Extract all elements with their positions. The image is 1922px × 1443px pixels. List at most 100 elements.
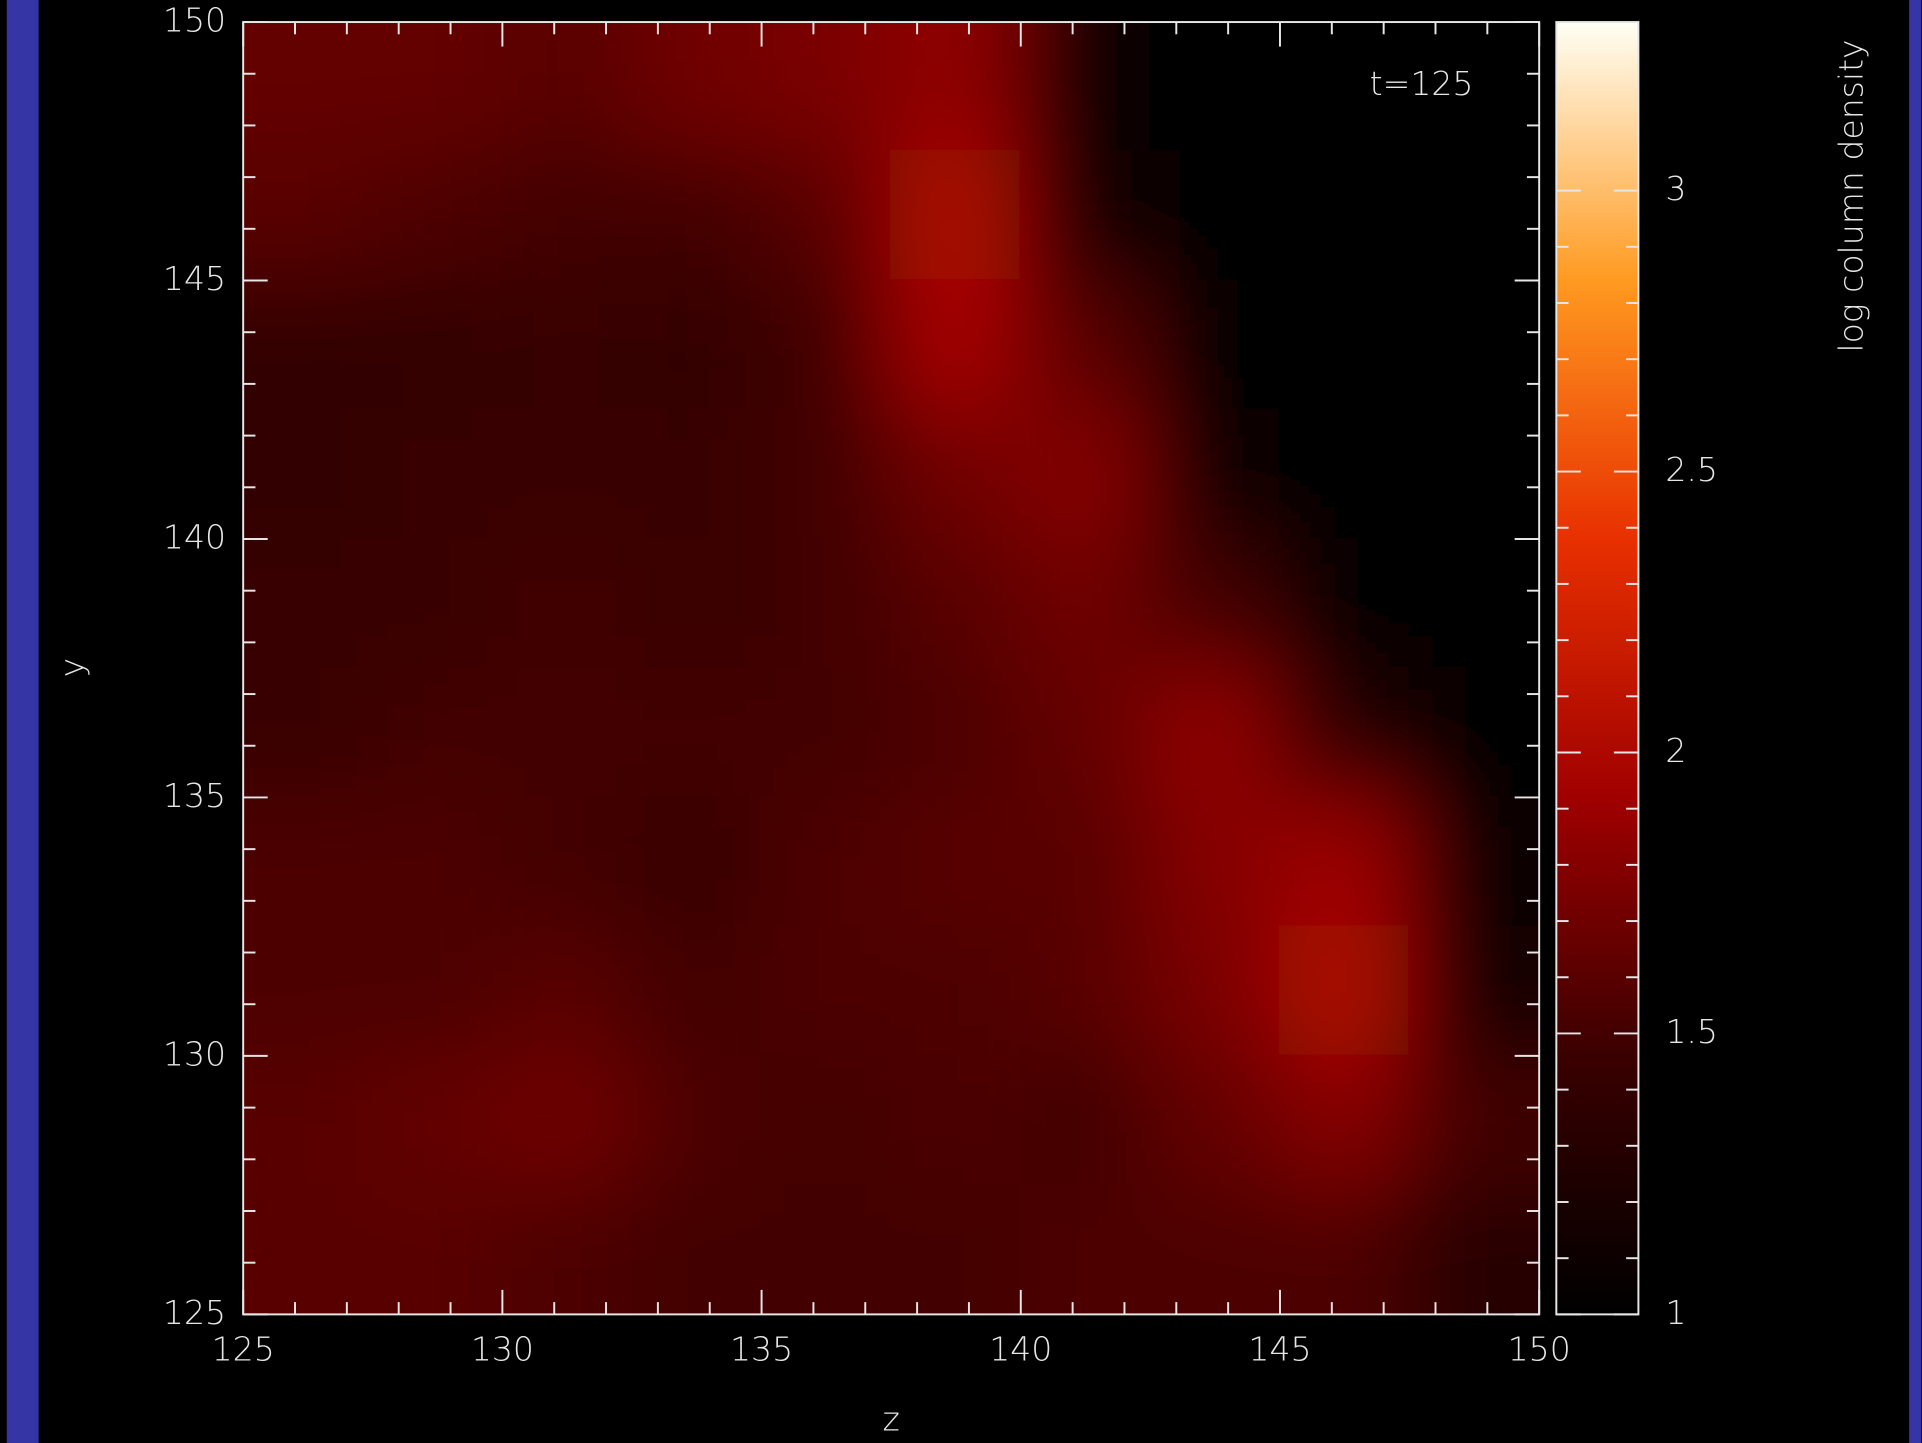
heat-cell bbox=[1408, 1183, 1540, 1315]
x-tick-label: 150 bbox=[1508, 1330, 1571, 1369]
colorbar-frame bbox=[1555, 21, 1640, 1316]
heat-cell bbox=[1278, 408, 1411, 541]
heat-cell bbox=[760, 408, 893, 541]
heat-cell bbox=[1149, 666, 1282, 799]
heat-cell bbox=[501, 796, 634, 928]
right-border bbox=[1909, 0, 1922, 1443]
heat-cell bbox=[760, 537, 893, 670]
heat-cell bbox=[1149, 796, 1282, 928]
heat-cell bbox=[501, 22, 634, 153]
heat-cell bbox=[1278, 925, 1411, 1058]
plot-frame bbox=[242, 21, 1541, 1316]
heat-cell bbox=[243, 408, 375, 541]
heatmap bbox=[243, 22, 1540, 1315]
colorbar bbox=[1556, 22, 1639, 1315]
heat-cell bbox=[371, 537, 504, 670]
heat-cell bbox=[1019, 1183, 1152, 1315]
x-axis-label: z bbox=[882, 1399, 899, 1438]
heat-cell bbox=[243, 666, 375, 799]
heat-cell bbox=[1408, 666, 1540, 799]
heat-cell bbox=[889, 1183, 1023, 1315]
colorbar-tick-label: 1.5 bbox=[1665, 1012, 1718, 1051]
heat-cell bbox=[889, 150, 1023, 282]
colorbar-tick-label: 2 bbox=[1665, 731, 1686, 770]
heat-cell bbox=[1019, 796, 1152, 928]
heat-cell bbox=[1149, 150, 1282, 282]
heat-cell bbox=[1019, 279, 1152, 411]
y-axis-label: y bbox=[53, 658, 92, 678]
heat-cell bbox=[501, 279, 634, 411]
heat-cell bbox=[1149, 925, 1282, 1058]
heat-cell bbox=[501, 150, 634, 282]
heat-cell bbox=[630, 150, 763, 282]
heat-cell bbox=[760, 666, 893, 799]
heat-cell bbox=[630, 666, 763, 799]
heat-cell bbox=[1408, 22, 1540, 153]
heat-cell bbox=[630, 408, 763, 541]
x-tick-label: 130 bbox=[471, 1330, 534, 1369]
colorbar-tick-label: 3 bbox=[1665, 169, 1686, 208]
heat-cell bbox=[630, 1183, 763, 1315]
x-tick-label: 145 bbox=[1248, 1330, 1311, 1369]
heat-cell bbox=[1019, 22, 1152, 153]
heat-cell bbox=[1408, 925, 1540, 1058]
heat-cell bbox=[1149, 279, 1282, 411]
heat-cell bbox=[630, 537, 763, 670]
heat-cell bbox=[501, 1054, 634, 1187]
y-tick-label: 125 bbox=[163, 1293, 226, 1332]
heat-cell bbox=[371, 666, 504, 799]
y-tick-label: 135 bbox=[163, 776, 226, 815]
heat-cell bbox=[1408, 150, 1540, 282]
colorbar-tick-label: 2.5 bbox=[1665, 450, 1718, 489]
x-tick-label: 125 bbox=[212, 1330, 275, 1369]
heat-cell bbox=[630, 22, 763, 153]
heat-cell bbox=[760, 279, 893, 411]
heat-cell bbox=[371, 1054, 504, 1187]
heat-cell bbox=[1278, 1054, 1411, 1187]
heat-cell bbox=[1278, 796, 1411, 928]
heat-cell bbox=[1278, 150, 1411, 282]
heat-cell bbox=[1019, 150, 1152, 282]
heat-cell bbox=[1408, 537, 1540, 670]
heat-cell bbox=[501, 537, 634, 670]
heat-cell bbox=[1278, 666, 1411, 799]
heat-cell bbox=[1149, 22, 1282, 153]
heat-cell bbox=[501, 1183, 634, 1315]
heat-cell bbox=[371, 22, 504, 153]
heat-cell bbox=[1149, 1183, 1282, 1315]
heat-cell bbox=[1408, 408, 1540, 541]
heat-cell bbox=[760, 796, 893, 928]
heat-cell bbox=[1019, 1054, 1152, 1187]
heat-cell bbox=[630, 279, 763, 411]
heat-cell bbox=[243, 1183, 375, 1315]
heat-cell bbox=[760, 1183, 893, 1315]
annotation: t=125 bbox=[1370, 64, 1474, 103]
heat-cell bbox=[889, 1054, 1023, 1187]
y-tick-label: 150 bbox=[163, 1, 226, 40]
heat-cell bbox=[630, 1054, 763, 1187]
heat-cell bbox=[1278, 22, 1411, 153]
heat-cell bbox=[1019, 408, 1152, 541]
heat-cell bbox=[1278, 1183, 1411, 1315]
heat-cell bbox=[889, 22, 1023, 153]
heat-cell bbox=[1019, 925, 1152, 1058]
heat-cell bbox=[889, 796, 1023, 928]
heat-cell bbox=[630, 796, 763, 928]
x-tick-label: 140 bbox=[989, 1330, 1052, 1369]
heat-cell bbox=[1149, 537, 1282, 670]
heat-cell bbox=[371, 408, 504, 541]
heat-cell bbox=[243, 796, 375, 928]
heat-cell bbox=[1408, 279, 1540, 411]
colorbar-label: log column density bbox=[1831, 39, 1870, 352]
heat-cell bbox=[889, 537, 1023, 670]
y-tick-label: 145 bbox=[163, 259, 226, 298]
heat-cell bbox=[1408, 796, 1540, 928]
heat-cell bbox=[243, 1054, 375, 1187]
heat-cell bbox=[1149, 1054, 1282, 1187]
y-tick-label: 130 bbox=[163, 1034, 226, 1073]
heat-cell bbox=[760, 22, 893, 153]
heat-cell bbox=[760, 150, 893, 282]
heat-cell bbox=[1149, 408, 1282, 541]
